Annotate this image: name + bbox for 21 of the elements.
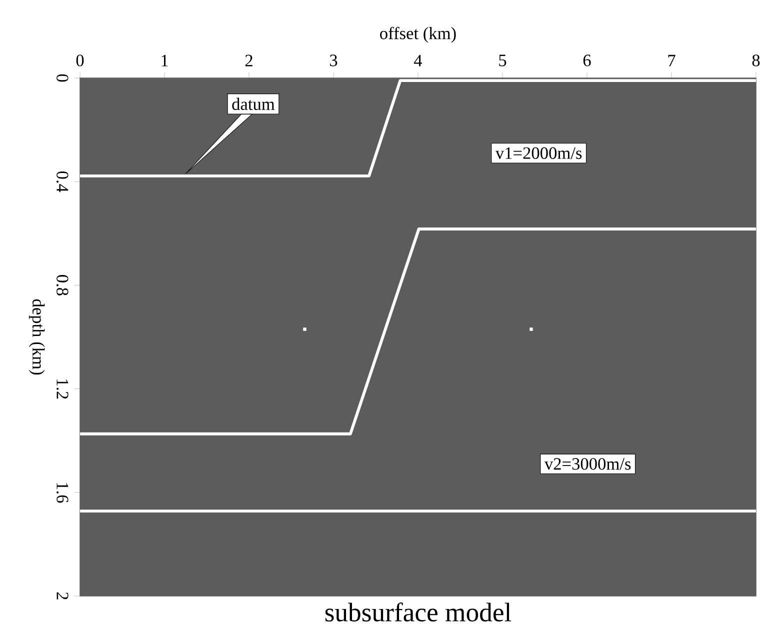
- text: subsurface model: [325, 602, 512, 622]
- y-tick-label: 0.4: [56, 171, 68, 192]
- y-tick-label: 1.6: [56, 483, 68, 503]
- y-tick-label: 2: [56, 592, 68, 600]
- y-tick-label: 0: [56, 74, 68, 82]
- x-tick-label: 1: [162, 54, 168, 66]
- x-tick-label: 2: [245, 54, 252, 66]
- x-tick-label: 0: [76, 54, 84, 66]
- y-tick-label: 0.8: [56, 275, 68, 296]
- y-axis-title: depth (km): [28, 299, 45, 375]
- x-tick-label: 5: [499, 54, 506, 66]
- annotation: datum: [232, 98, 275, 110]
- x-axis-title: offset (km): [380, 26, 456, 43]
- x-tick-label: 4: [414, 54, 422, 66]
- annotation: v2=3000m/s: [544, 458, 631, 470]
- annotation: v1=2000m/s: [495, 147, 582, 159]
- x-tick-label: 8: [752, 54, 760, 66]
- x-tick-label: 3: [330, 54, 338, 66]
- x-tick-label: 7: [668, 54, 676, 66]
- x-tick-label: 6: [583, 54, 591, 66]
- y-tick-label: 1.2: [56, 379, 68, 399]
